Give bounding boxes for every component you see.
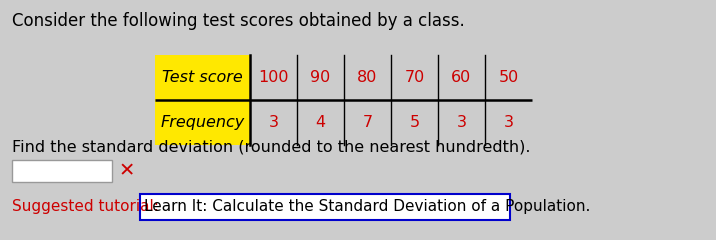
Text: 100: 100 (258, 70, 289, 85)
Text: 60: 60 (451, 70, 472, 85)
Text: Learn It: Calculate the Standard Deviation of a Population.: Learn It: Calculate the Standard Deviati… (144, 199, 591, 215)
Text: 90: 90 (310, 70, 331, 85)
Text: Consider the following test scores obtained by a class.: Consider the following test scores obtai… (12, 12, 465, 30)
Text: 50: 50 (498, 70, 518, 85)
Text: Find the standard deviation (rounded to the nearest hundredth).: Find the standard deviation (rounded to … (12, 140, 531, 155)
Text: 5: 5 (410, 115, 420, 130)
Text: 3: 3 (457, 115, 467, 130)
Text: ✕: ✕ (119, 162, 135, 180)
FancyBboxPatch shape (12, 160, 112, 182)
FancyBboxPatch shape (155, 55, 250, 145)
Text: 80: 80 (357, 70, 377, 85)
Text: Test score: Test score (162, 70, 243, 85)
Text: Suggested tutorial:: Suggested tutorial: (12, 199, 164, 215)
Text: 3: 3 (268, 115, 279, 130)
Text: 3: 3 (503, 115, 513, 130)
Text: 4: 4 (316, 115, 326, 130)
Text: 70: 70 (405, 70, 425, 85)
Text: Frequency: Frequency (160, 115, 245, 130)
Text: 7: 7 (362, 115, 372, 130)
FancyBboxPatch shape (140, 194, 510, 220)
